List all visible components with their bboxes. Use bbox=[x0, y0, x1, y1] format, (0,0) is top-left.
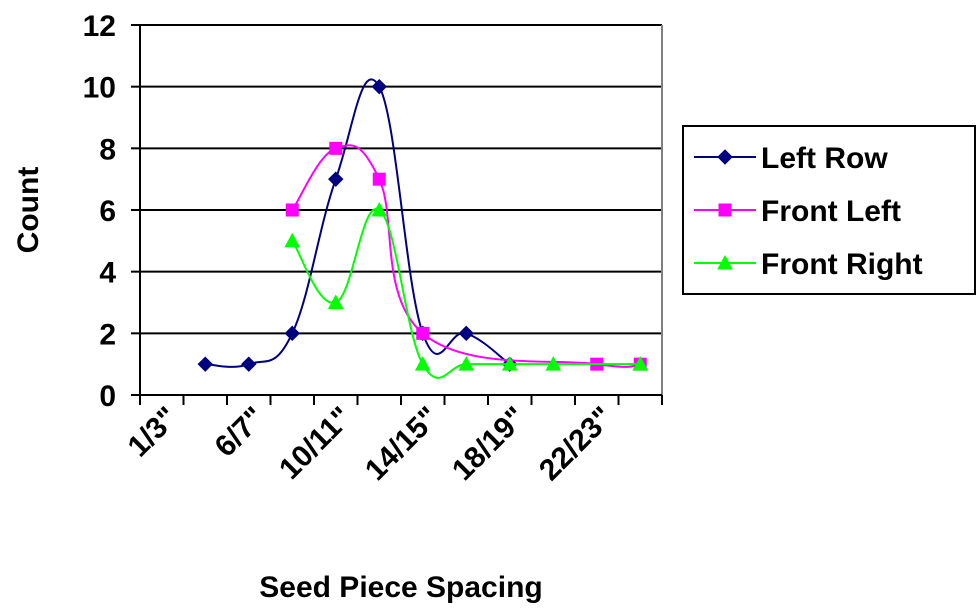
x-tick-label: 6/7" bbox=[209, 401, 272, 464]
x-axis-title: Seed Piece Spacing bbox=[259, 571, 542, 604]
y-tick-label: 8 bbox=[99, 133, 116, 166]
y-tick-label: 4 bbox=[99, 257, 116, 290]
y-tick-label: 2 bbox=[99, 318, 116, 351]
series-line-left-row bbox=[205, 78, 511, 368]
data-point-front-left bbox=[416, 326, 430, 340]
data-point-left-row bbox=[371, 78, 387, 95]
legend-label: Left Row bbox=[761, 142, 888, 175]
legend: Left Row Front Left Front Right bbox=[682, 125, 976, 295]
x-tick-label: 1/3" bbox=[122, 401, 185, 464]
data-point-left-row bbox=[284, 325, 300, 342]
data-point-left-row bbox=[241, 356, 257, 372]
data-point-left-row bbox=[458, 325, 474, 342]
data-point-front-left bbox=[329, 141, 343, 155]
data-point-front-right bbox=[501, 356, 518, 371]
data-point-left-row bbox=[197, 356, 213, 372]
data-point-front-right bbox=[284, 232, 301, 248]
y-axis-title: Count bbox=[12, 167, 45, 254]
y-tick-label: 0 bbox=[99, 380, 116, 413]
data-point-front-right bbox=[458, 356, 475, 371]
data-point-front-right bbox=[327, 294, 344, 309]
legend-label: Front Left bbox=[761, 195, 901, 228]
data-point-front-right bbox=[545, 356, 562, 371]
legend-item-left-row: Left Row bbox=[694, 142, 888, 175]
data-point-front-left bbox=[372, 172, 386, 186]
data-point-front-left bbox=[285, 203, 299, 217]
x-tick-label: 14/15" bbox=[359, 401, 445, 487]
data-point-front-right bbox=[414, 356, 431, 371]
data-point-front-right bbox=[632, 356, 649, 371]
legend-marker bbox=[717, 254, 733, 270]
legend-label: Front Right bbox=[761, 248, 923, 281]
legend-item-front-left: Front Left bbox=[694, 195, 901, 228]
x-tick-label: 18/19" bbox=[446, 401, 532, 487]
legend-marker bbox=[717, 149, 733, 165]
legend-item-front-right: Front Right bbox=[694, 248, 923, 281]
x-tick-label: 22/23" bbox=[533, 401, 619, 487]
data-point-left-row bbox=[328, 171, 344, 187]
data-point-front-right bbox=[371, 201, 388, 217]
series-layer bbox=[197, 78, 649, 379]
x-tick-label: 10/11" bbox=[273, 401, 358, 486]
y-tick-labels: 0 2 4 6 8 10 12 bbox=[83, 10, 117, 413]
y-tick-label: 12 bbox=[83, 10, 116, 43]
y-tick-label: 6 bbox=[99, 195, 116, 228]
series-front-right bbox=[284, 201, 649, 379]
series-front-left bbox=[285, 141, 647, 371]
axes bbox=[131, 24, 663, 405]
x-tick-labels: 1/3" 6/7" 10/11" 14/15" 18/19" 22/23" bbox=[122, 401, 620, 487]
y-tick-label: 10 bbox=[83, 72, 116, 105]
legend-marker bbox=[718, 203, 732, 217]
